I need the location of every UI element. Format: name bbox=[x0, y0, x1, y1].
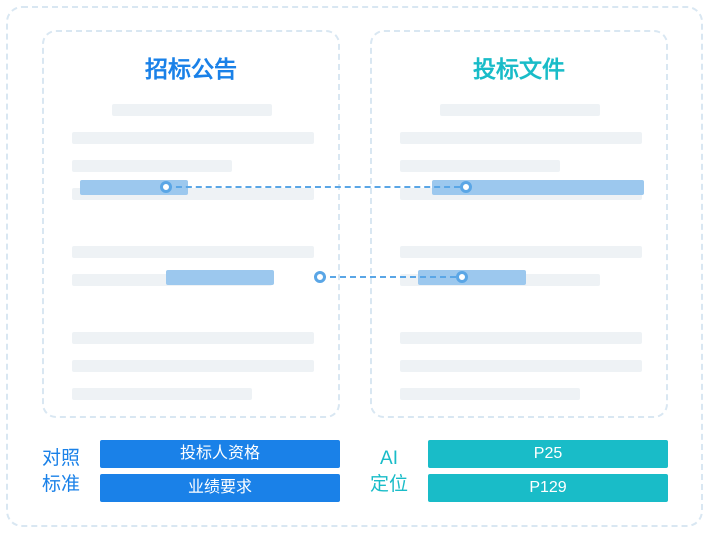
compare-button-1[interactable]: 业绩要求 bbox=[100, 474, 340, 502]
label-compare-line2: 标准 bbox=[42, 472, 80, 498]
panel-right-lines bbox=[400, 104, 638, 400]
label-ai-locate: AI 定位 bbox=[370, 446, 408, 498]
ai-locate-button-1[interactable]: P129 bbox=[428, 474, 668, 502]
placeholder-line bbox=[112, 104, 272, 116]
label-ai-line1: AI bbox=[370, 446, 408, 472]
connector-dot bbox=[314, 271, 326, 283]
label-ai-line2: 定位 bbox=[370, 472, 408, 498]
label-compare-standard: 对照 标准 bbox=[42, 446, 80, 498]
placeholder-line bbox=[400, 388, 580, 400]
panel-right: 投标文件 bbox=[370, 30, 668, 418]
placeholder-line bbox=[72, 332, 314, 344]
placeholder-line bbox=[72, 360, 314, 372]
connector-dot bbox=[456, 271, 468, 283]
placeholder-line bbox=[72, 132, 314, 144]
label-compare-line1: 对照 bbox=[42, 446, 80, 472]
panel-left: 招标公告 bbox=[42, 30, 340, 418]
panel-left-title: 招标公告 bbox=[72, 50, 310, 84]
connector-dot bbox=[460, 181, 472, 193]
connector-line bbox=[166, 186, 460, 188]
diagram-container: 招标公告 投标文件 对照 标准 投标人资格业绩要求 AI 定位 P25 P129 bbox=[6, 6, 703, 527]
connector-dot bbox=[160, 181, 172, 193]
connector-line bbox=[320, 276, 456, 278]
ai-locate-button-0[interactable]: P25 bbox=[428, 440, 668, 468]
placeholder-line bbox=[72, 388, 252, 400]
highlight-bar bbox=[166, 270, 274, 285]
placeholder-line bbox=[440, 104, 600, 116]
bottom-row: 对照 标准 投标人资格业绩要求 AI 定位 P25 P129 bbox=[42, 440, 668, 510]
placeholder-line bbox=[72, 246, 314, 258]
placeholder-line bbox=[400, 360, 642, 372]
placeholder-line bbox=[400, 132, 642, 144]
compare-button-0[interactable]: 投标人资格 bbox=[100, 440, 340, 468]
panel-right-title: 投标文件 bbox=[400, 50, 638, 84]
panel-left-lines bbox=[72, 104, 310, 400]
placeholder-line bbox=[400, 332, 642, 344]
placeholder-line bbox=[400, 246, 642, 258]
placeholder-line bbox=[400, 160, 560, 172]
placeholder-line bbox=[72, 160, 232, 172]
